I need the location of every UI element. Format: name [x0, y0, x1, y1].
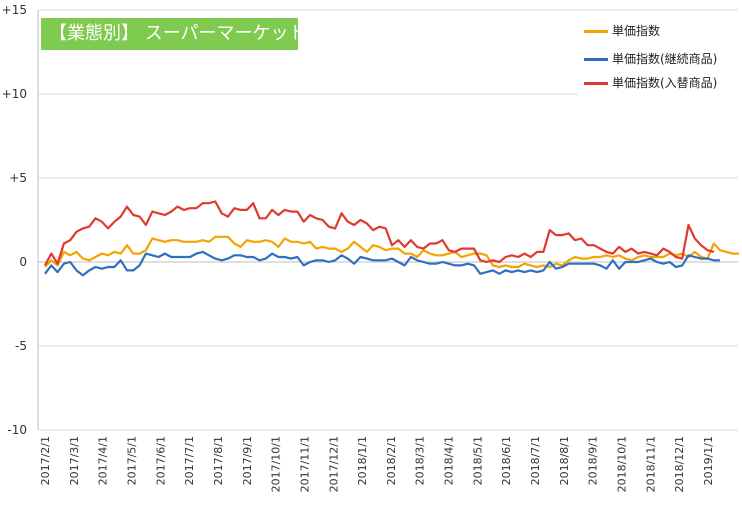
x-tick-label: 2018/7/1: [529, 436, 542, 485]
x-tick-label: 2017/7/1: [183, 436, 196, 485]
x-tick-label: 2017/5/1: [125, 436, 138, 485]
axes: [37, 10, 738, 430]
series-line-2: [44, 200, 715, 266]
x-tick-label: 2018/3/1: [414, 436, 427, 485]
legend-label: 単価指数: [612, 24, 661, 38]
x-tick-label: 2018/12/1: [673, 436, 686, 492]
series-line-0: [44, 235, 739, 269]
x-tick-label: 2017/8/1: [212, 436, 225, 485]
x-tick-label: 2017/3/1: [68, 436, 81, 485]
legend-label: 単価指数(入替商品): [612, 76, 718, 90]
x-tick-label: 2018/4/1: [443, 436, 456, 485]
x-tick-label: 2017/10/1: [270, 436, 283, 492]
x-tick-label: 2018/8/1: [558, 436, 571, 485]
x-tick-label: 2018/2/1: [385, 436, 398, 485]
legend-item-unit-price: 単価指数: [584, 22, 660, 40]
legend-item-continuing: 単価指数(継続商品): [584, 50, 717, 68]
x-tick-label: 2018/11/1: [644, 436, 657, 492]
legend-swatch-blue: [584, 58, 608, 61]
legend-swatch-red: [584, 82, 608, 85]
x-tick-label: 2018/9/1: [587, 436, 600, 485]
y-tick-label: +15: [2, 3, 27, 17]
legend-swatch-orange: [584, 30, 608, 33]
x-tick-label: 2018/10/1: [616, 436, 629, 492]
y-tick-label: +10: [2, 87, 27, 101]
series-line-1: [44, 250, 721, 277]
series-lines: [44, 200, 739, 277]
legend: 単価指数 単価指数(継続商品) 単価指数(入替商品): [578, 12, 738, 96]
x-tick-labels: 2017/2/1 2017/3/1 2017/4/1 2017/5/1 2017/6/1…: [39, 436, 715, 492]
x-tick-label: 2017/12/1: [327, 436, 340, 492]
y-tick-label: -5: [15, 339, 27, 353]
x-tick-label: 2017/2/1: [39, 436, 52, 485]
x-tick-label: 2018/1/1: [356, 436, 369, 485]
y-tick-label: +5: [9, 171, 27, 185]
x-tick-label: 2018/6/1: [500, 436, 513, 485]
legend-item-replacement: 単価指数(入替商品): [584, 74, 717, 92]
x-tick-label: 2017/11/1: [298, 436, 311, 492]
y-tick-label: 0: [19, 255, 27, 269]
y-tick-labels: +15 +10 +5 0 -5 -10: [2, 3, 27, 437]
x-tick-label: 2017/9/1: [241, 436, 254, 485]
x-tick-label: 2017/4/1: [97, 436, 110, 485]
x-tick-label: 2018/5/1: [471, 436, 484, 485]
x-tick-label: 2017/6/1: [154, 436, 167, 485]
x-tick-label: 2019/1/1: [702, 436, 715, 485]
legend-label: 単価指数(継続商品): [612, 52, 718, 66]
y-tick-label: -10: [7, 423, 27, 437]
chart-title: 【業態別】 スーパーマーケット: [41, 18, 307, 50]
